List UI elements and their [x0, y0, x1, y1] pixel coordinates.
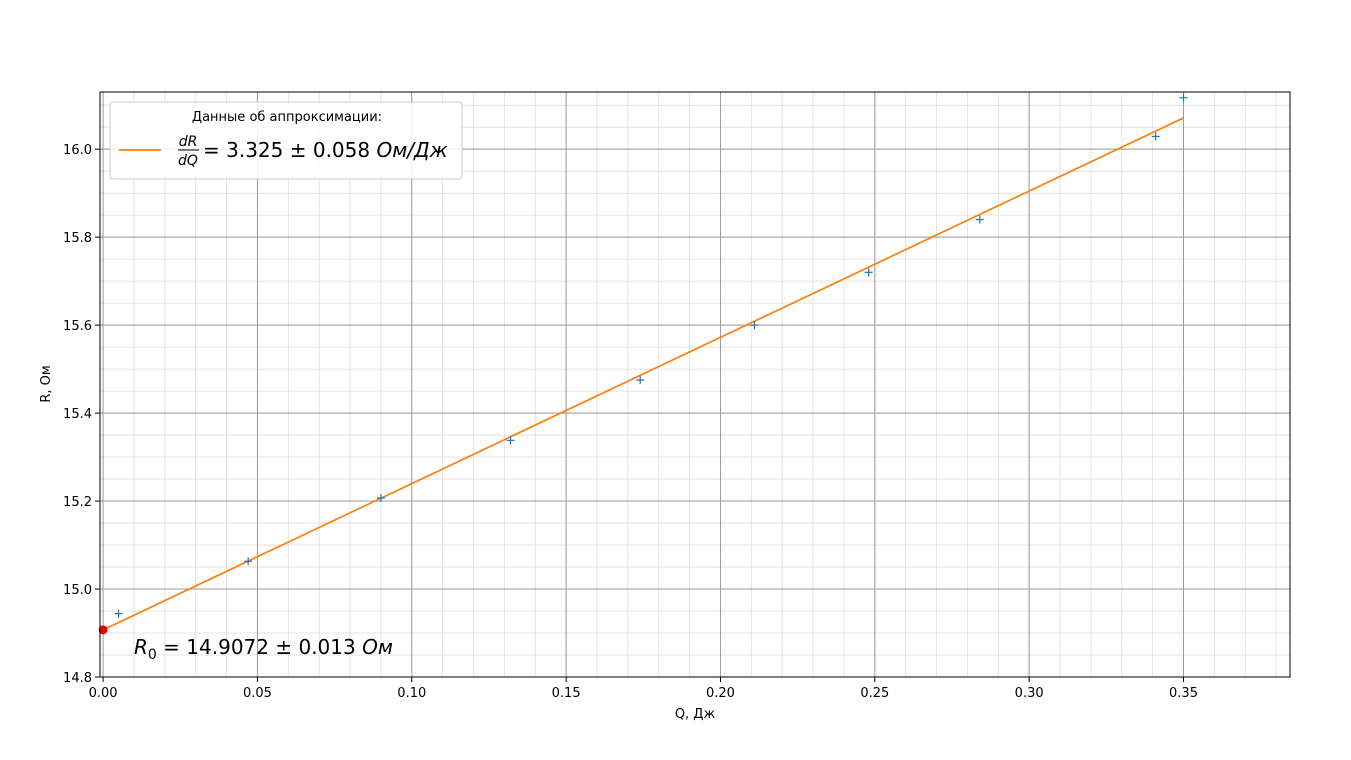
x-tick-label: 0.35 — [1169, 686, 1198, 701]
y-tick-label: 15.6 — [63, 319, 92, 334]
major-grid — [100, 92, 1290, 678]
legend-label-value: = 3.325 ± 0.058 — [203, 138, 376, 162]
data-point — [750, 321, 759, 330]
legend-box — [109, 101, 463, 180]
x-tick-label: 0.05 — [243, 686, 272, 701]
data-point — [506, 436, 515, 445]
legend: Данные об аппроксимации: dR dQ = 3.325 ±… — [109, 101, 463, 180]
y-tick-label: 14.8 — [63, 671, 92, 686]
annotation-value: = 14.9072 ± 0.013 — [157, 635, 362, 659]
y-tick-label: 15.4 — [63, 407, 92, 422]
y-axis-ticks: 14.8 15.0 15.2 15.4 15.6 15.8 16.0 — [63, 143, 100, 686]
y-tick-label: 15.2 — [63, 495, 92, 510]
data-point — [975, 215, 984, 224]
intercept-point — [98, 625, 108, 635]
plot-frame — [99, 91, 1291, 678]
fit-line — [102, 117, 1184, 631]
x-axis-ticks: 0.00 0.05 0.10 0.15 0.20 0.25 0.30 0.35 — [89, 677, 1198, 701]
data-point — [376, 493, 385, 502]
intercept-layer — [98, 625, 108, 635]
intercept-annotation: R0 = 14.9072 ± 0.013 Ом — [134, 635, 393, 663]
y-axis-label: R, Ом — [39, 365, 54, 402]
x-axis-label: Q, Дж — [675, 707, 716, 722]
x-tick-label: 0.20 — [706, 686, 735, 701]
legend-title: Данные об аппроксимации: — [192, 110, 382, 125]
y-tick-label: 15.0 — [63, 583, 92, 598]
y-tick-label: 16.0 — [63, 143, 92, 158]
data-point — [864, 268, 873, 277]
annotation-subscript: 0 — [148, 647, 157, 663]
x-tick-label: 0.00 — [89, 686, 118, 701]
legend-label-unit: Ом/Дж — [376, 138, 447, 162]
data-point — [244, 557, 253, 566]
data-point — [1151, 132, 1160, 141]
y-tick-label: 15.8 — [63, 231, 92, 246]
x-tick-label: 0.10 — [397, 686, 426, 701]
legend-label: = 3.325 ± 0.058 Ом/Дж — [203, 138, 448, 162]
x-tick-label: 0.25 — [860, 686, 889, 701]
data-point — [114, 609, 123, 618]
data-point — [1179, 93, 1188, 102]
fit-line-layer — [102, 117, 1184, 631]
legend-fraction-numerator: dR — [179, 134, 198, 150]
x-tick-label: 0.15 — [552, 686, 581, 701]
legend-fraction-denominator: dQ — [178, 153, 198, 169]
data-point — [636, 376, 645, 385]
x-tick-label: 0.30 — [1015, 686, 1044, 701]
annotation-unit: Ом — [362, 635, 393, 659]
annotation-symbol: R — [134, 635, 148, 659]
data-points — [114, 93, 1188, 618]
